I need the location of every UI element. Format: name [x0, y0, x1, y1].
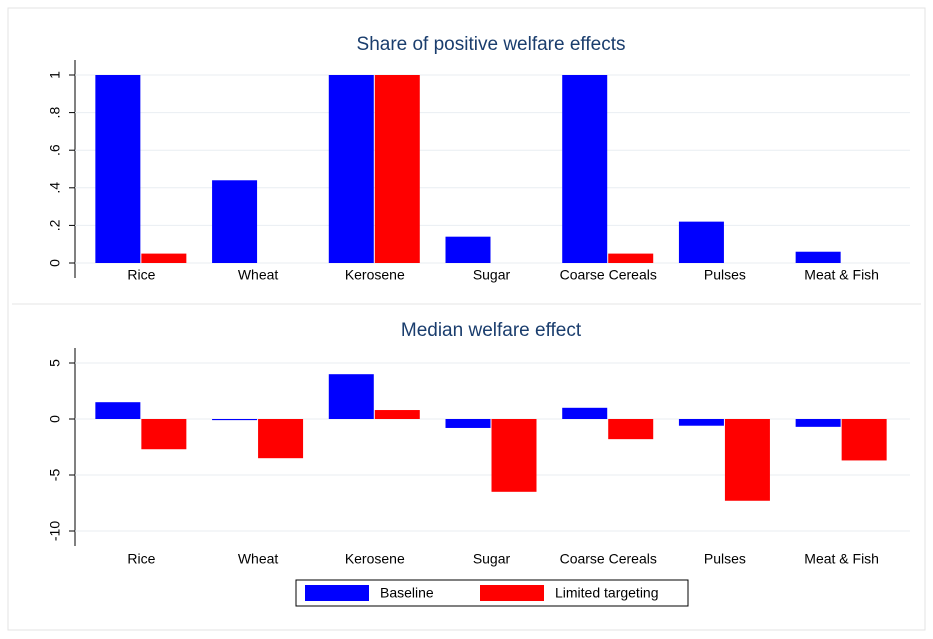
bar: [795, 419, 841, 427]
x-tick-label: Wheat: [238, 551, 279, 567]
bar: [608, 253, 654, 263]
bar: [724, 419, 770, 501]
bar: [562, 407, 608, 419]
x-tick-label: Meat & Fish: [804, 267, 879, 283]
bar: [445, 236, 491, 263]
legend-label: Limited targeting: [555, 585, 659, 601]
legend-label: Baseline: [380, 585, 434, 601]
bar: [841, 419, 887, 461]
y-tick-label: .2: [47, 219, 63, 231]
chart-title: Share of positive welfare effects: [357, 34, 626, 55]
bar: [258, 419, 304, 459]
legend-swatch: [305, 585, 369, 601]
bar: [212, 180, 258, 263]
x-tick-label: Rice: [127, 267, 155, 283]
x-tick-label: Meat & Fish: [804, 551, 879, 567]
bar: [678, 419, 724, 426]
x-tick-label: Pulses: [704, 551, 746, 567]
outer-frame: [7, 7, 926, 631]
bar: [562, 75, 608, 263]
x-tick-label: Coarse Cereals: [560, 267, 657, 283]
x-tick-label: Coarse Cereals: [560, 551, 657, 567]
y-tick-label: .4: [47, 182, 63, 194]
y-tick-label: 0: [47, 415, 63, 423]
bar: [795, 251, 841, 263]
bar: [212, 419, 258, 421]
y-tick-label: .8: [47, 107, 63, 119]
y-tick-label: -10: [47, 521, 63, 541]
bar: [328, 75, 374, 263]
x-tick-label: Kerosene: [345, 267, 405, 283]
y-tick-label: 1: [47, 71, 63, 79]
bar: [678, 221, 724, 263]
bar: [95, 402, 141, 419]
bar: [491, 419, 537, 492]
y-tick-label: -5: [47, 469, 63, 482]
bar: [328, 374, 374, 419]
bar: [445, 419, 491, 428]
chart-title: Median welfare effect: [401, 320, 582, 341]
x-tick-label: Pulses: [704, 267, 746, 283]
bar: [141, 419, 187, 450]
x-tick-label: Sugar: [473, 267, 511, 283]
bar: [374, 410, 420, 419]
bar: [608, 419, 654, 440]
x-tick-label: Sugar: [473, 551, 511, 567]
x-tick-label: Rice: [127, 551, 155, 567]
bar: [141, 253, 187, 263]
y-tick-label: 0: [47, 259, 63, 267]
x-tick-label: Kerosene: [345, 551, 405, 567]
legend-swatch: [480, 585, 544, 601]
bar: [374, 75, 420, 263]
bar: [95, 75, 141, 263]
y-tick-label: 5: [47, 359, 63, 367]
y-tick-label: .6: [47, 144, 63, 156]
x-tick-label: Wheat: [238, 267, 279, 283]
